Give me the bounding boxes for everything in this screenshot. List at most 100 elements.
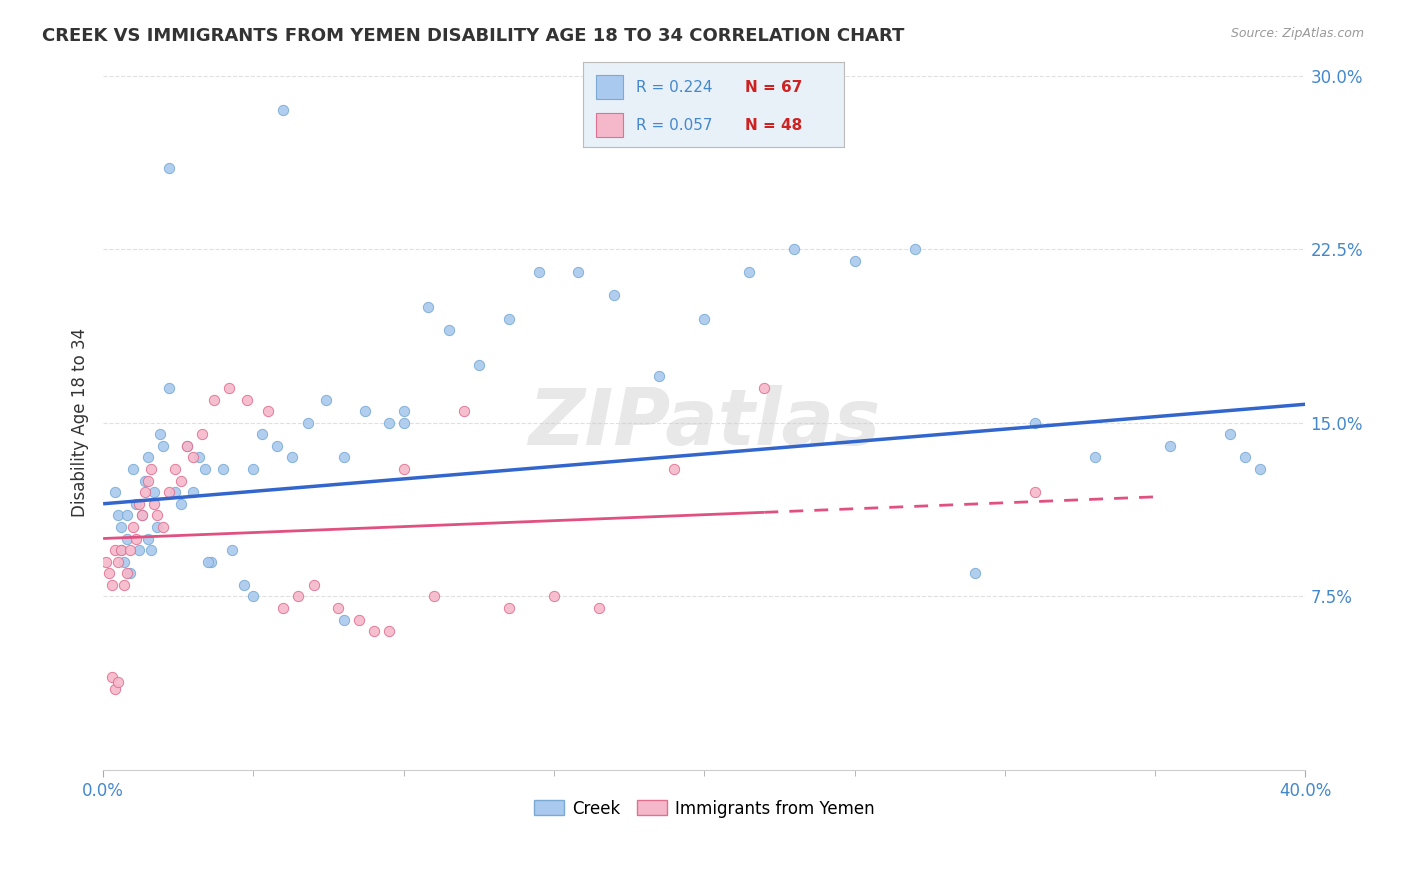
Point bbox=[131, 508, 153, 523]
Point bbox=[392, 404, 415, 418]
Point bbox=[202, 392, 225, 407]
Point bbox=[176, 439, 198, 453]
Point bbox=[377, 416, 399, 430]
Point bbox=[143, 485, 166, 500]
Point bbox=[104, 681, 127, 696]
Point bbox=[98, 566, 121, 581]
Point bbox=[107, 508, 129, 523]
Point bbox=[273, 601, 295, 615]
Point bbox=[904, 242, 927, 256]
Point bbox=[157, 161, 180, 175]
Point bbox=[197, 555, 219, 569]
Point bbox=[157, 381, 180, 395]
Point bbox=[377, 624, 399, 639]
Text: R = 0.224: R = 0.224 bbox=[636, 79, 711, 95]
Point bbox=[332, 613, 354, 627]
Text: N = 67: N = 67 bbox=[745, 79, 803, 95]
Point bbox=[963, 566, 986, 581]
Point bbox=[120, 566, 142, 581]
Text: R = 0.057: R = 0.057 bbox=[636, 118, 711, 133]
Point bbox=[266, 439, 288, 453]
Point bbox=[165, 462, 187, 476]
Point bbox=[1024, 485, 1046, 500]
Point bbox=[693, 311, 716, 326]
Point bbox=[125, 532, 148, 546]
Point bbox=[136, 474, 159, 488]
Text: Source: ZipAtlas.com: Source: ZipAtlas.com bbox=[1230, 27, 1364, 40]
Point bbox=[783, 242, 806, 256]
Point bbox=[453, 404, 475, 418]
Point bbox=[392, 462, 415, 476]
FancyBboxPatch shape bbox=[596, 75, 623, 99]
Point bbox=[94, 555, 117, 569]
Point bbox=[143, 497, 166, 511]
Point bbox=[242, 590, 264, 604]
FancyBboxPatch shape bbox=[596, 113, 623, 137]
Point bbox=[287, 590, 309, 604]
Point bbox=[170, 497, 193, 511]
Point bbox=[188, 450, 211, 465]
Point bbox=[136, 450, 159, 465]
Point bbox=[754, 381, 776, 395]
Point bbox=[498, 311, 520, 326]
Point bbox=[141, 462, 163, 476]
Point bbox=[136, 532, 159, 546]
Point bbox=[110, 520, 132, 534]
Point bbox=[149, 427, 172, 442]
Point bbox=[107, 555, 129, 569]
Point bbox=[194, 462, 217, 476]
Point bbox=[122, 520, 145, 534]
Point bbox=[588, 601, 610, 615]
Point bbox=[200, 555, 222, 569]
Point bbox=[498, 601, 520, 615]
Point bbox=[181, 485, 204, 500]
Point bbox=[543, 590, 565, 604]
Point bbox=[165, 485, 187, 500]
Point bbox=[122, 462, 145, 476]
Point bbox=[527, 265, 550, 279]
Point bbox=[1249, 462, 1271, 476]
Point bbox=[120, 543, 142, 558]
Point bbox=[738, 265, 761, 279]
Point bbox=[567, 265, 589, 279]
Text: CREEK VS IMMIGRANTS FROM YEMEN DISABILITY AGE 18 TO 34 CORRELATION CHART: CREEK VS IMMIGRANTS FROM YEMEN DISABILIT… bbox=[42, 27, 904, 45]
Point bbox=[437, 323, 460, 337]
Point bbox=[603, 288, 626, 302]
Point bbox=[125, 497, 148, 511]
Point bbox=[297, 416, 319, 430]
Point bbox=[104, 485, 127, 500]
Point bbox=[257, 404, 280, 418]
Point bbox=[468, 358, 491, 372]
Point bbox=[141, 543, 163, 558]
Point bbox=[212, 462, 235, 476]
Point bbox=[110, 543, 132, 558]
Point bbox=[423, 590, 446, 604]
Point bbox=[146, 508, 169, 523]
Point bbox=[353, 404, 375, 418]
Point bbox=[128, 497, 150, 511]
Point bbox=[416, 300, 439, 314]
Point bbox=[1234, 450, 1257, 465]
Point bbox=[252, 427, 274, 442]
Point bbox=[115, 532, 138, 546]
Point bbox=[1219, 427, 1241, 442]
Point bbox=[104, 543, 127, 558]
Point bbox=[281, 450, 304, 465]
Text: ZIPatlas: ZIPatlas bbox=[529, 384, 880, 461]
Point bbox=[134, 474, 156, 488]
Point bbox=[218, 381, 240, 395]
Point bbox=[242, 462, 264, 476]
Point bbox=[347, 613, 370, 627]
Point bbox=[664, 462, 686, 476]
Point bbox=[110, 543, 132, 558]
Point bbox=[152, 439, 174, 453]
Point bbox=[233, 578, 256, 592]
Point bbox=[1024, 416, 1046, 430]
Point bbox=[332, 450, 354, 465]
Point bbox=[191, 427, 214, 442]
Point bbox=[134, 485, 156, 500]
Point bbox=[101, 670, 124, 684]
Point bbox=[115, 508, 138, 523]
Point bbox=[844, 253, 866, 268]
Point bbox=[157, 485, 180, 500]
